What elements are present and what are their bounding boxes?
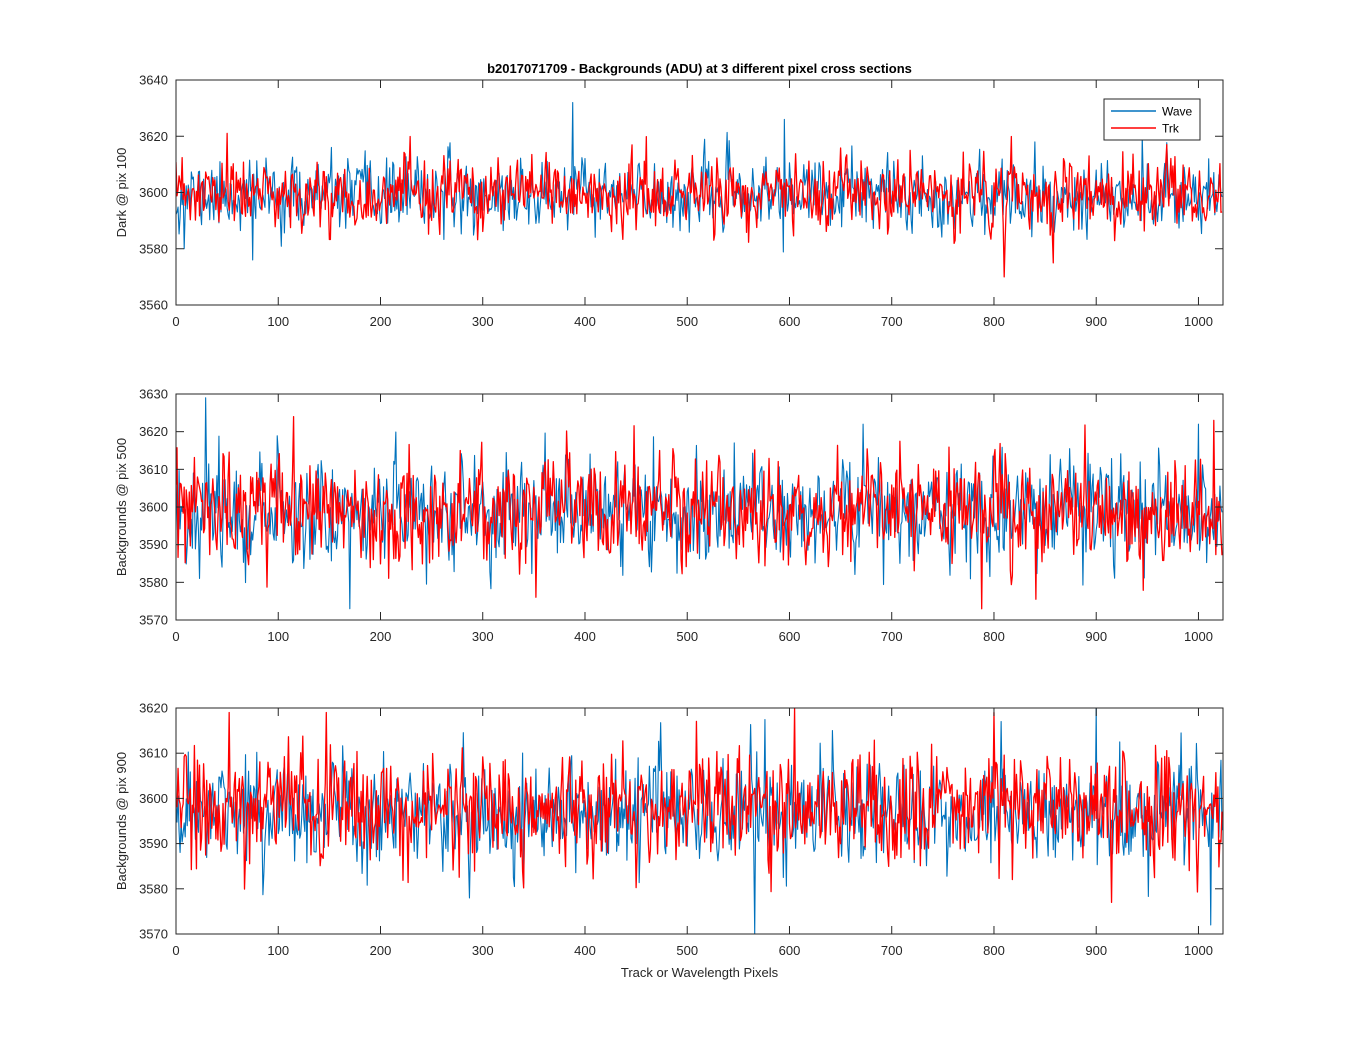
x-tick-label: 400 — [574, 314, 596, 329]
y-tick-label: 3570 — [139, 613, 168, 628]
y-tick-label: 3610 — [139, 462, 168, 477]
series-line-trk — [176, 708, 1223, 904]
y-tick-label: 3590 — [139, 537, 168, 552]
series-line-trk — [176, 415, 1223, 610]
y-tick-label: 3600 — [139, 791, 168, 806]
x-tick-label: 800 — [983, 314, 1005, 329]
legend-label-wave: Wave — [1162, 105, 1193, 119]
series-line-trk — [176, 132, 1223, 278]
x-axis-label: Track or Wavelength Pixels — [621, 965, 779, 980]
y-tick-label: 3580 — [139, 575, 168, 590]
subplot-2: 0 100 200 300 400 500 600 700 800 900 1000 3570 3580… — [114, 387, 1224, 644]
y-tick-label: 3600 — [139, 185, 168, 200]
x-tick-label: 200 — [370, 629, 392, 644]
legend: Wave Trk — [1103, 98, 1201, 141]
x-tick-label: 900 — [1085, 943, 1107, 958]
x-tick-label: 300 — [472, 629, 494, 644]
x-tick-label: 600 — [779, 943, 801, 958]
y-axis-label: Backgrounds @ pix 500 — [114, 438, 129, 576]
series-group — [176, 101, 1223, 278]
y-tick-label: 3590 — [139, 836, 168, 851]
legend-label-trk: Trk — [1162, 122, 1180, 136]
x-tick-label: 1000 — [1184, 629, 1213, 644]
x-tick-label: 0 — [172, 314, 179, 329]
x-tick-label: 1000 — [1184, 314, 1213, 329]
y-tick-label: 3580 — [139, 881, 168, 896]
x-tick-label: 800 — [983, 629, 1005, 644]
x-tick-label: 100 — [267, 314, 289, 329]
y-tick-label: 3630 — [139, 387, 168, 402]
x-tick-label: 600 — [779, 314, 801, 329]
y-tick-label: 3560 — [139, 298, 168, 313]
x-tick-label: 500 — [676, 943, 698, 958]
y-axis-label: Dark @ pix 100 — [114, 148, 129, 238]
x-tick-label: 300 — [472, 943, 494, 958]
x-tick-label: 900 — [1085, 314, 1107, 329]
x-tick-label: 400 — [574, 943, 596, 958]
x-tick-label: 700 — [881, 629, 903, 644]
x-tick-label: 700 — [881, 943, 903, 958]
series-group — [176, 708, 1223, 934]
x-tick-label: 1000 — [1184, 943, 1213, 958]
x-tick-label: 200 — [370, 943, 392, 958]
y-tick-label: 3620 — [139, 129, 168, 144]
x-tick-label: 100 — [267, 629, 289, 644]
y-axis-label: Backgrounds @ pix 900 — [114, 752, 129, 890]
x-tick-label: 800 — [983, 943, 1005, 958]
x-tick-label: 200 — [370, 314, 392, 329]
x-tick-label: 400 — [574, 629, 596, 644]
x-tick-label: 600 — [779, 629, 801, 644]
x-tick-label: 0 — [172, 629, 179, 644]
chart-title: b2017071709 - Backgrounds (ADU) at 3 dif… — [487, 61, 912, 76]
x-tick-label: 700 — [881, 314, 903, 329]
legend-box — [1103, 98, 1201, 141]
axes-box — [175, 707, 1224, 935]
y-tick-label: 3640 — [139, 73, 168, 88]
x-tick-label: 300 — [472, 314, 494, 329]
y-tick-label: 3620 — [139, 424, 168, 439]
subplot-3: 0 100 200 300 400 500 600 700 800 900 1000 3570 3580… — [114, 701, 1224, 980]
series-line-wave — [176, 708, 1223, 934]
x-tick-label: 500 — [676, 629, 698, 644]
x-tick-label: 900 — [1085, 629, 1107, 644]
x-tick-label: 0 — [172, 943, 179, 958]
x-tick-label: 500 — [676, 314, 698, 329]
y-tick-label: 3600 — [139, 500, 168, 515]
y-tick-label: 3620 — [139, 701, 168, 716]
y-tick-label: 3570 — [139, 927, 168, 942]
subplot-1: 0 100 200 300 400 500 600 700 800 900 1000 3560 3580… — [114, 61, 1224, 329]
series-group — [176, 397, 1223, 610]
y-tick-label: 3610 — [139, 746, 168, 761]
y-tick-label: 3580 — [139, 241, 168, 256]
x-tick-label: 100 — [267, 943, 289, 958]
